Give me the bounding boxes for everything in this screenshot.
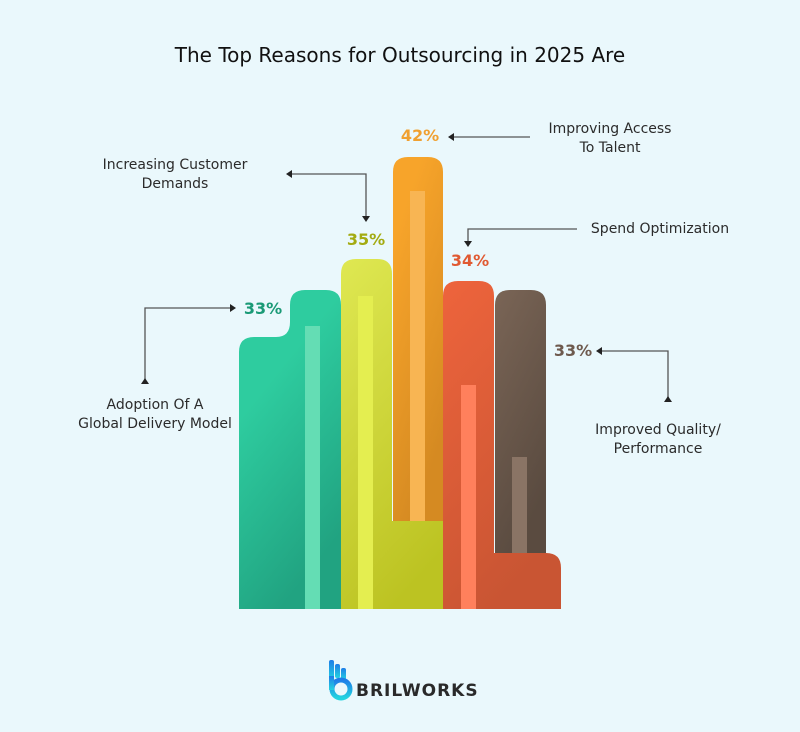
category-label-3: To Talent (579, 140, 641, 156)
callout-line (600, 350, 669, 400)
bar-5 (495, 290, 546, 553)
brilworks-logo: BRILWORKS (329, 660, 479, 701)
arrow-head-icon (141, 378, 149, 384)
callout-line (144, 307, 232, 382)
category-label-4: Spend Optimization (591, 221, 729, 237)
brilworks-hand-b-logo-icon (329, 660, 353, 701)
bar-highlight-stripe (305, 326, 320, 609)
category-label-5: Performance (614, 441, 703, 457)
callout-line (290, 173, 367, 218)
arrow-head-icon (448, 133, 454, 141)
bar-highlight-stripe (461, 385, 476, 609)
category-label-5: Improved Quality/ (595, 422, 721, 438)
arrow-head-icon (230, 304, 236, 312)
bar-highlight-stripe (512, 457, 527, 553)
bar-highlight-stripe (410, 191, 425, 521)
bar-shape (239, 290, 341, 609)
brand-name: BRILWORKS (356, 681, 479, 701)
bar-shape (495, 290, 546, 553)
value-label-1: 33% (244, 299, 282, 318)
value-label-4: 34% (451, 251, 489, 270)
arrow-head-icon (362, 216, 370, 222)
bar-1 (239, 290, 341, 609)
category-label-2: Demands (142, 176, 209, 192)
arrow-head-icon (664, 396, 672, 402)
category-label-3: Improving Access (549, 121, 672, 137)
value-label-5: 33% (554, 341, 592, 360)
value-label-2: 35% (347, 230, 385, 249)
chart-title: The Top Reasons for Outsourcing in 2025 … (174, 43, 625, 67)
value-label-3: 42% (401, 126, 439, 145)
bar-3 (393, 157, 443, 521)
bar-highlight-stripe (358, 296, 373, 609)
category-label-1: Adoption Of A (107, 397, 204, 413)
category-label-1: Global Delivery Model (78, 416, 232, 432)
arrow-head-icon (286, 170, 292, 178)
category-label-2: Increasing Customer (103, 157, 248, 173)
arrow-head-icon (596, 347, 602, 355)
bar-4 (443, 281, 561, 609)
arrow-head-icon (464, 241, 472, 247)
bar-2 (341, 259, 467, 609)
callout-line (467, 228, 577, 243)
